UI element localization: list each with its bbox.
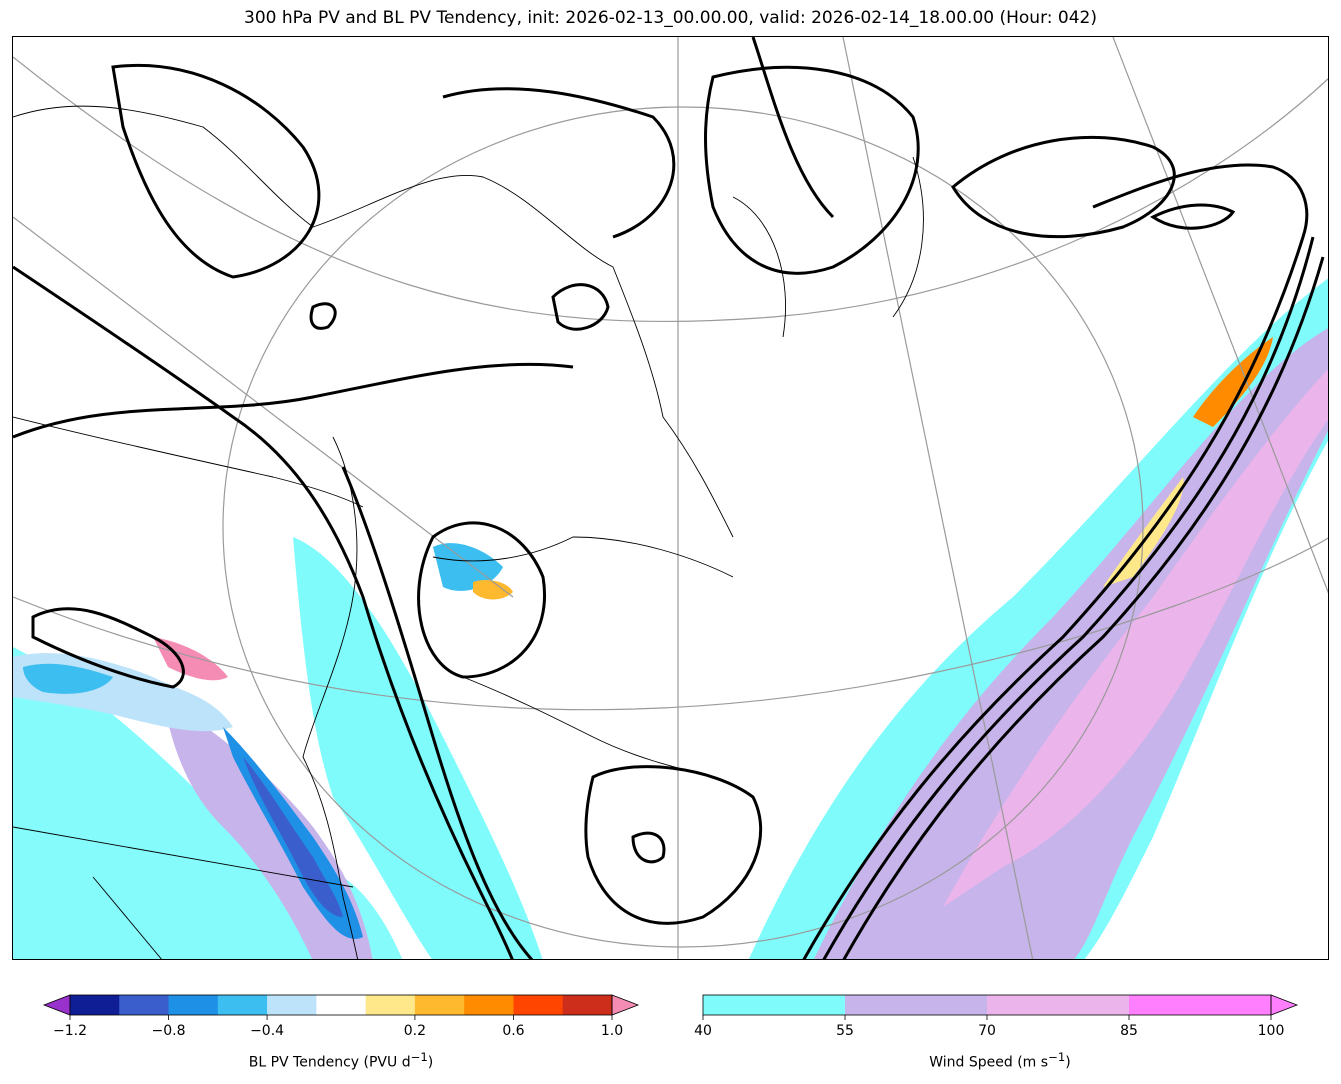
wind-tick-label: 70 bbox=[978, 1023, 996, 1039]
pv-tick-label: −1.2 bbox=[53, 1023, 87, 1039]
wind-colorbar-bin bbox=[703, 995, 846, 1015]
wind-tick-label: 100 bbox=[1258, 1023, 1285, 1039]
pv-colorbar-bin bbox=[365, 995, 416, 1015]
pv-label-sup: −1 bbox=[410, 1050, 428, 1064]
wind-tick-label: 55 bbox=[836, 1023, 854, 1039]
map-panel bbox=[12, 36, 1329, 960]
wind-label-text: Wind Speed (m s bbox=[929, 1054, 1049, 1071]
pv-tick-label: 0.6 bbox=[502, 1023, 524, 1039]
pv-label-end: ) bbox=[427, 1054, 434, 1071]
pv-colorbar-bin bbox=[414, 995, 465, 1015]
pv-tendency-colorbar: −1.2 −0.8 −0.4 0.2 0.6 1.0 bbox=[42, 994, 640, 1040]
pv-colorbar-bin bbox=[513, 995, 564, 1015]
pv-colorbar-bin bbox=[316, 995, 367, 1015]
pv-colorbar-bin bbox=[267, 995, 317, 1015]
pv-colorbar-bin bbox=[70, 995, 120, 1015]
wind-colorbar-bin bbox=[987, 995, 1130, 1015]
wind-tick-label: 85 bbox=[1120, 1023, 1138, 1039]
wind-tick-label: 40 bbox=[694, 1023, 712, 1039]
wind-speed-shading-east bbox=[748, 278, 1328, 959]
pv-colorbar-frame bbox=[69, 994, 613, 1016]
pv-label-text: BL PV Tendency (PVU d bbox=[248, 1054, 411, 1071]
wind-speed-colorbar-label: Wind Speed (m s−1) bbox=[703, 1050, 1297, 1071]
pv-contours bbox=[13, 37, 1325, 959]
wind-label-sup: −1 bbox=[1048, 1050, 1066, 1064]
pv-extend-low bbox=[42, 994, 71, 1016]
wind-colorbar-bin bbox=[1129, 995, 1272, 1015]
pv-tick-label: −0.8 bbox=[152, 1023, 186, 1039]
pv-tick-label: −0.4 bbox=[250, 1023, 284, 1039]
pv-tick-label: 1.0 bbox=[601, 1023, 623, 1039]
pv-extend-high bbox=[611, 994, 640, 1016]
pv-colorbar-bin bbox=[168, 995, 219, 1015]
wind-speed-colorbar: 40 55 70 85 100 bbox=[694, 994, 1299, 1040]
map-title: 300 hPa PV and BL PV Tendency, init: 202… bbox=[244, 8, 1097, 28]
pv-colorbar-bin bbox=[119, 995, 170, 1015]
pv-tick-label: 0.2 bbox=[404, 1023, 426, 1039]
pv-tendency-colorbar-label: BL PV Tendency (PVU d−1) bbox=[44, 1050, 638, 1071]
pv-colorbar-bin bbox=[217, 995, 268, 1015]
wind-label-end: ) bbox=[1065, 1054, 1071, 1071]
pv-colorbar-bin bbox=[562, 995, 613, 1015]
wind-extend-high bbox=[1270, 994, 1299, 1016]
lat-lon-grid bbox=[13, 37, 1328, 959]
pv-colorbar-bin bbox=[464, 995, 514, 1015]
wind-colorbar-bin bbox=[845, 995, 988, 1015]
